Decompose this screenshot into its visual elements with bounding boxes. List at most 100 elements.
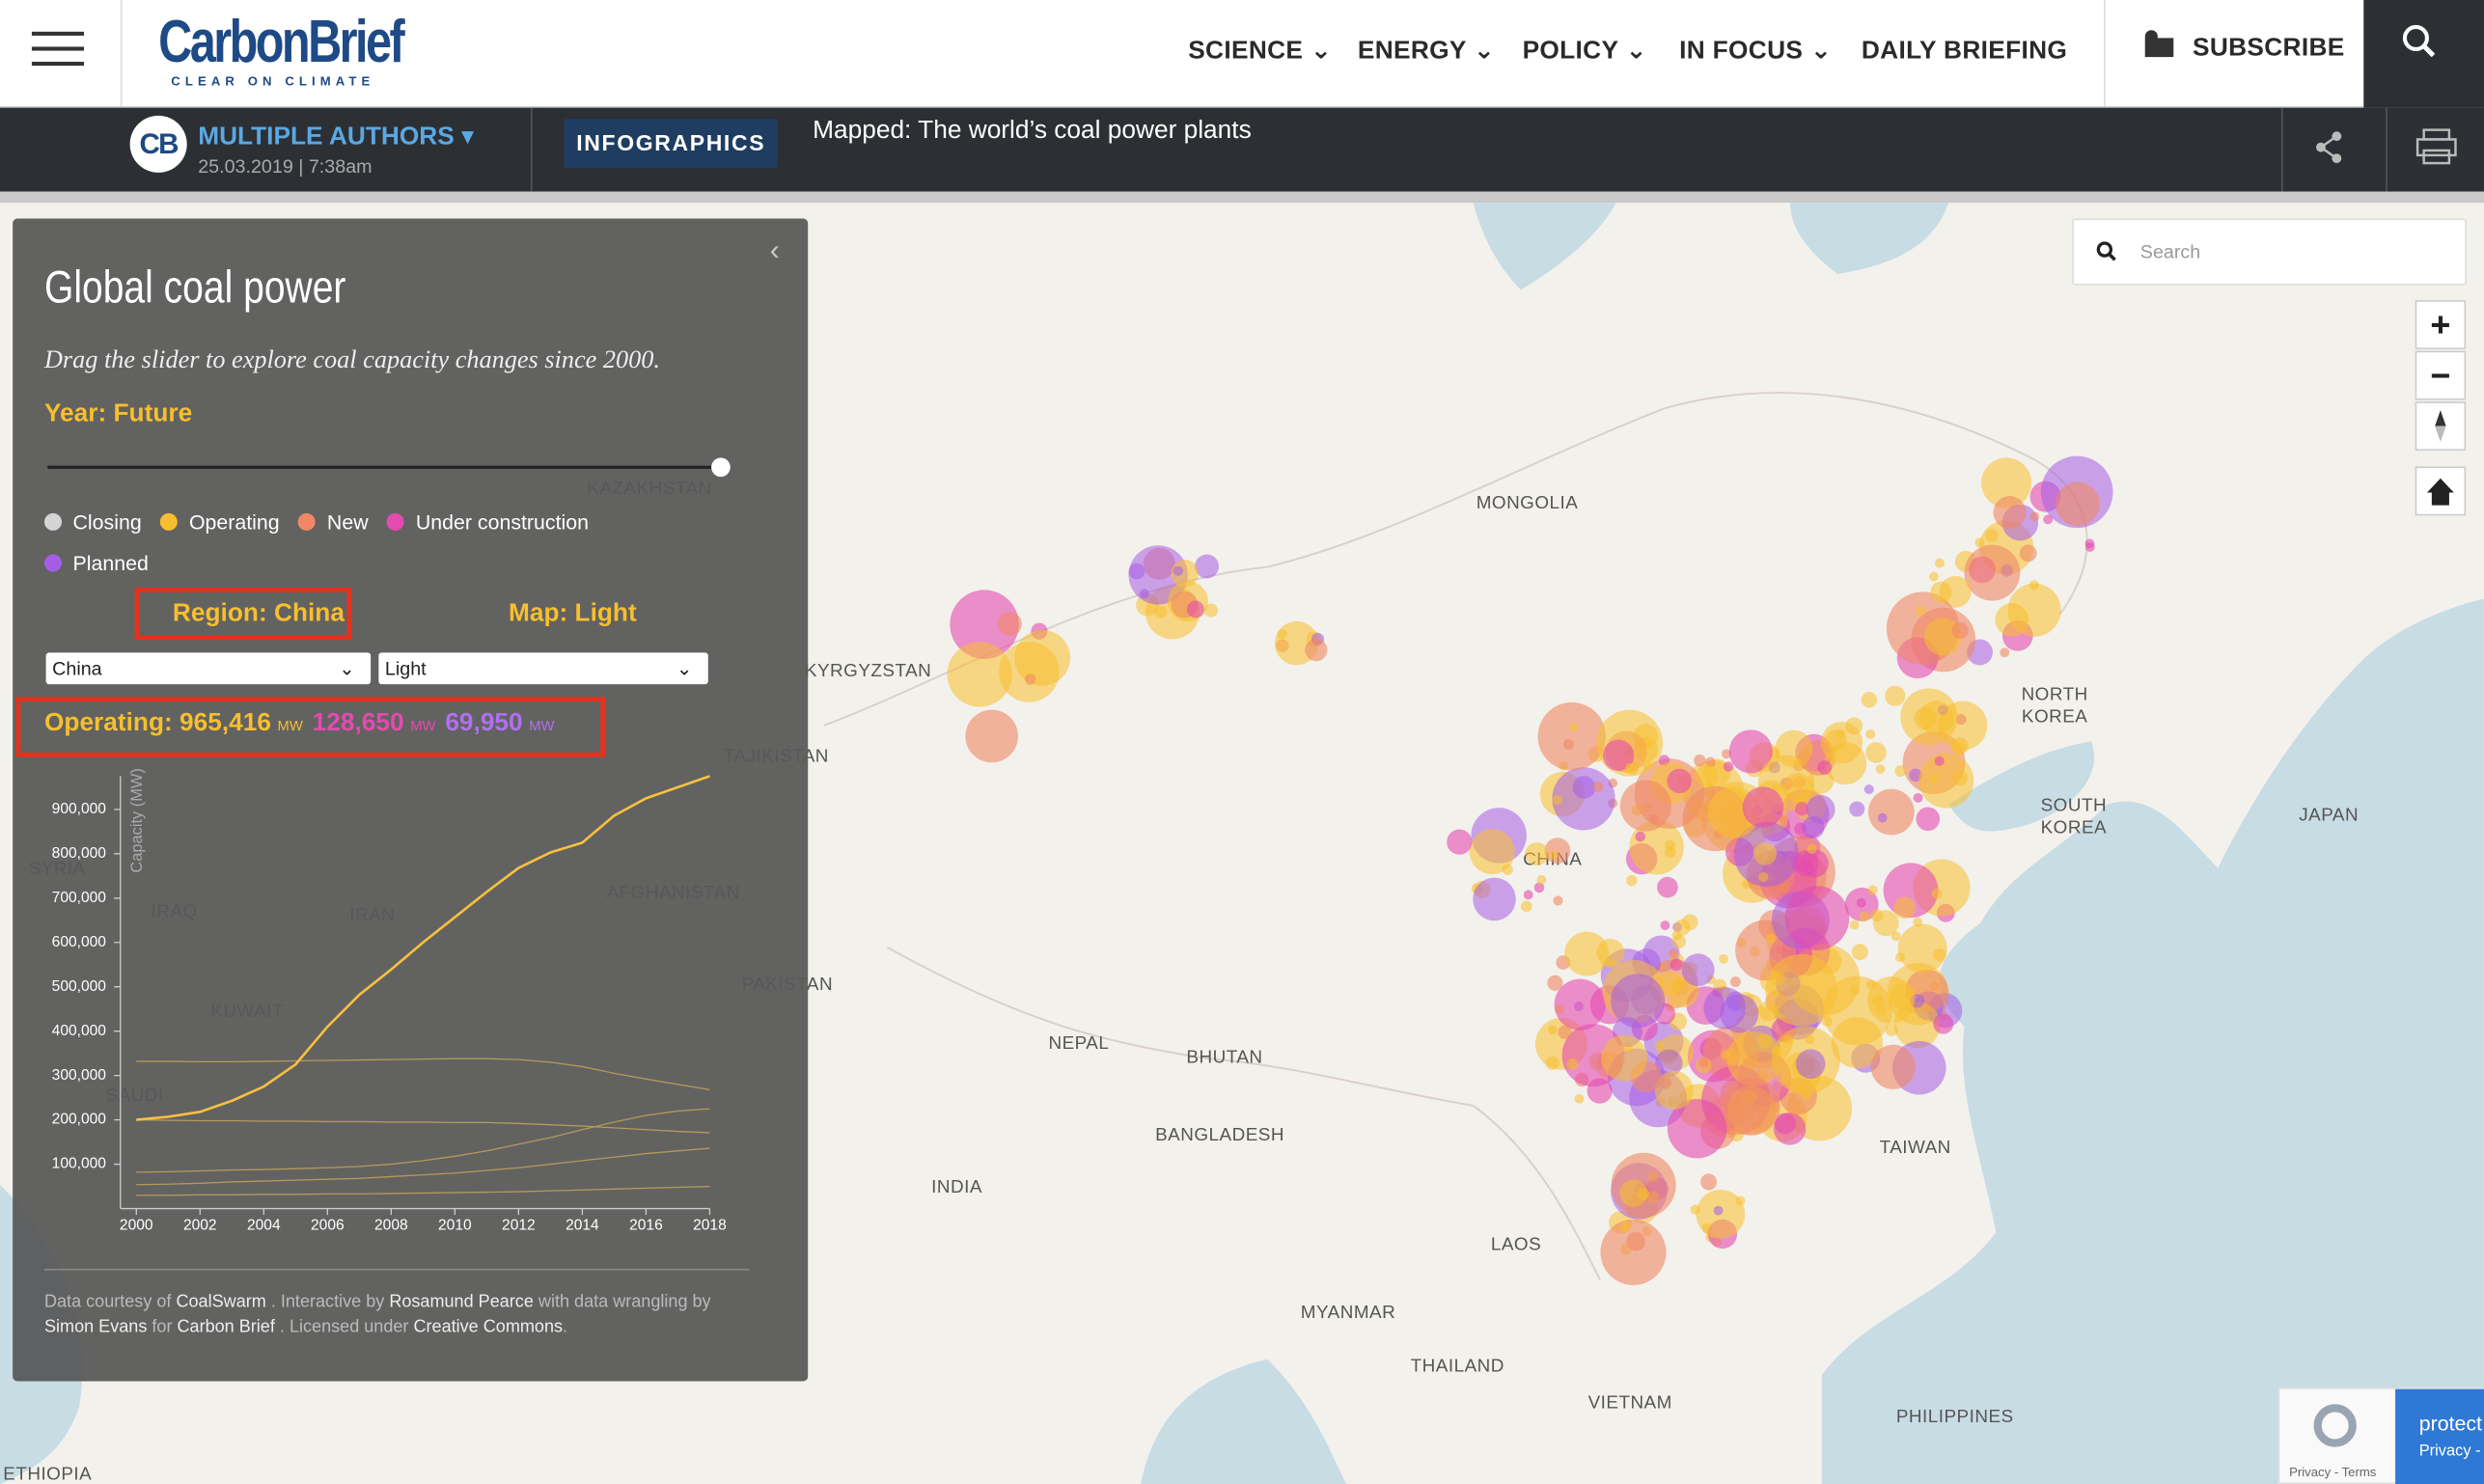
plant-bubble (1533, 882, 1545, 893)
plant-bubble (1696, 764, 1719, 787)
plant-bubble (1572, 776, 1596, 799)
plant-bubble (1775, 729, 1813, 768)
plant-bubble (1770, 971, 1785, 986)
legend-swatch (387, 512, 405, 531)
credit-link[interactable]: Creative Commons (413, 1317, 564, 1337)
credit-link[interactable]: Rosamund Pearce (389, 1292, 534, 1312)
legend-item[interactable]: Operating (160, 509, 280, 535)
plant-bubble (1536, 874, 1547, 885)
plant-bubble (1865, 742, 1887, 763)
plant-bubble (1547, 975, 1563, 991)
logo[interactable]: CarbonBrief (158, 9, 405, 76)
nav-item[interactable]: SCIENCE ⌄ (1188, 38, 1333, 66)
legend-item[interactable]: Closing (43, 509, 142, 535)
credit-link[interactable]: Simon Evans (43, 1317, 148, 1337)
home-button[interactable] (2415, 466, 2467, 516)
plant-bubble (1929, 773, 1940, 783)
plant-bubble (1186, 600, 1204, 618)
plant-bubble (1574, 1093, 1585, 1104)
credit-text: . (563, 1317, 568, 1337)
search-button[interactable] (2363, 0, 2484, 108)
legend-label: Closing (72, 509, 142, 535)
x-tick-label: 2000 (120, 1218, 153, 1234)
legend-item[interactable]: Under construction (387, 510, 589, 534)
plant-bubble (1619, 1221, 1631, 1233)
plant-bubble (1964, 544, 2021, 601)
subscribe[interactable]: SUBSCRIBE (2192, 35, 2345, 63)
nav-item[interactable]: IN FOCUS ⌄ (1679, 38, 1833, 66)
plant-bubble (1525, 842, 1549, 866)
zoom-in[interactable] (2415, 300, 2467, 349)
print-button[interactable] (2415, 126, 2459, 168)
legend-item[interactable]: Planned (43, 551, 149, 575)
plant-bubble (2055, 481, 2100, 527)
x-tick-label: 2016 (629, 1218, 663, 1234)
legend-label: Operating (188, 509, 280, 535)
plant-bubble (1856, 897, 1866, 908)
y-tick-label: 100,000 (52, 1156, 107, 1172)
article-bar: CB MULTIPLE AUTHORS ▾ 25.03.2019 | 7:38a… (0, 107, 2484, 192)
compass[interactable] (2415, 401, 2467, 452)
plant-bubble (1626, 874, 1638, 887)
credit-text: with data wrangling by (538, 1292, 711, 1312)
plant-bubble (1974, 537, 1985, 548)
stats: Operating: 965,416 MW 128,650 MW 69,950 MW (44, 709, 564, 738)
share-button[interactable] (2313, 130, 2348, 165)
plant-bubble (1849, 920, 1860, 930)
credit-link[interactable]: Carbon Brief (177, 1317, 275, 1337)
plant-bubble (1742, 786, 1784, 828)
plant-bubble (1765, 953, 1838, 1027)
credit-text: for (152, 1317, 173, 1337)
map-label: MYANMAR (1301, 1302, 1395, 1322)
plant-bubble (1637, 1188, 1650, 1200)
plant-bubble (2019, 544, 2037, 563)
plant-bubble (1694, 754, 1706, 767)
border (886, 946, 1601, 1280)
map-label: MONGOLIA (1477, 492, 1579, 512)
y-tick-label: 500,000 (52, 978, 107, 995)
map-select[interactable]: Light ⌄ (378, 652, 708, 685)
plant-bubble (1713, 1205, 1724, 1216)
panel-title: Global coal power (43, 262, 346, 315)
nav-item[interactable]: DAILY BRIEFING (1861, 38, 2068, 66)
plant-bubble (1729, 976, 1741, 987)
menu-button[interactable] (31, 29, 85, 70)
legend-item[interactable]: New (298, 510, 369, 534)
collapse-button[interactable]: ‹ (769, 234, 780, 266)
plant-bubble (1851, 944, 1868, 961)
plant-bubble (1552, 794, 1562, 806)
legend-swatch (43, 512, 63, 531)
author[interactable]: MULTIPLE AUTHORS ▾ (198, 124, 475, 151)
plant-bubble (1894, 765, 1907, 778)
nav-item[interactable]: ENERGY ⌄ (1357, 38, 1496, 66)
map-search[interactable]: Search (2072, 218, 2467, 286)
plant-bubble (965, 709, 1018, 763)
plant-bubble (1867, 885, 1878, 895)
region-select[interactable]: China ⌄ (45, 652, 372, 685)
author-avatar: CB (129, 115, 187, 173)
plant-bubble (2084, 538, 2095, 549)
x-tick-label: 2012 (502, 1218, 536, 1234)
category[interactable]: INFOGRAPHICS (564, 119, 779, 169)
zoom-out[interactable] (2415, 350, 2467, 400)
series-line (136, 1185, 710, 1196)
plant-bubble (1758, 872, 1769, 883)
nav-item[interactable]: POLICY ⌄ (1522, 38, 1647, 66)
plant-bubble (1805, 1034, 1815, 1045)
slider-track[interactable] (47, 465, 723, 469)
credit-link[interactable]: CoalSwarm (176, 1292, 266, 1312)
recaptcha[interactable]: Privacy - Terms protect Privacy - (2277, 1388, 2484, 1484)
plant-bubble (1993, 496, 2027, 530)
plant-bubble (1795, 1049, 1826, 1080)
slider-handle[interactable] (711, 457, 731, 478)
recaptcha-links[interactable]: Privacy - Terms (2289, 1465, 2377, 1480)
x-tick-label: 2010 (438, 1218, 472, 1234)
plant-bubble (1305, 639, 1328, 662)
plant-bubble (1545, 1056, 1559, 1070)
legend-swatch (43, 554, 63, 572)
y-tick-label: 600,000 (52, 934, 107, 950)
plant-bubble (1654, 1070, 1694, 1111)
plant-bubble (1870, 1044, 1916, 1089)
panel-subtitle: Drag the slider to explore coal capacity… (43, 346, 660, 374)
